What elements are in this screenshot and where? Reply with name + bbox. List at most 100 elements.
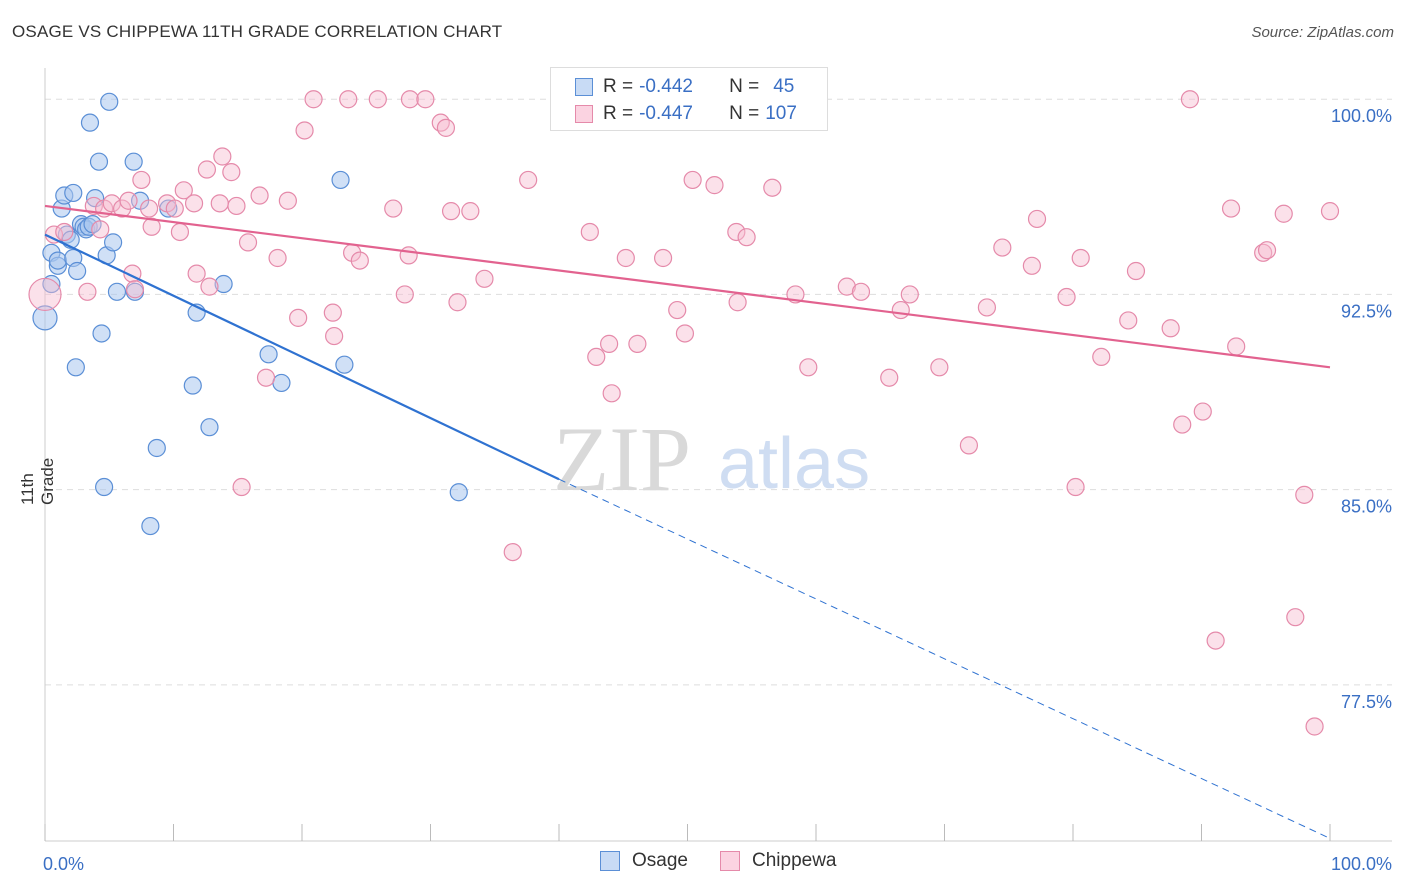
osage-point <box>141 516 160 536</box>
chippewa-point <box>28 277 62 312</box>
chippewa-point <box>1066 477 1085 497</box>
chippewa-point <box>900 285 919 304</box>
chippewa-point <box>675 324 695 343</box>
y-tick-label: 92.5% <box>1341 301 1392 321</box>
chippewa-point <box>91 220 110 239</box>
chippewa-point <box>930 358 949 377</box>
trend-lines <box>44 204 1331 839</box>
osage-point <box>107 282 127 301</box>
chippewa-point <box>289 308 308 327</box>
chippewa-point <box>170 222 190 242</box>
chippewa-point <box>891 300 910 320</box>
chippewa-point <box>977 298 997 317</box>
chippewa-point <box>200 277 219 296</box>
chippewa-point <box>880 368 899 387</box>
chippewa-point <box>668 300 687 320</box>
chippewa-point <box>705 176 724 195</box>
chippewa-point <box>727 222 746 242</box>
chippewa-point <box>600 334 619 353</box>
chippewa-point <box>1126 261 1146 281</box>
chippewa-point <box>295 121 314 140</box>
chippewa-point <box>799 358 818 377</box>
osage-point <box>48 251 67 270</box>
chippewa-point <box>256 368 276 387</box>
legend-item-label: Osage <box>632 850 688 871</box>
legend-item-label: Chippewa <box>752 850 837 871</box>
osage-point <box>124 152 143 171</box>
chippewa-point <box>350 251 369 270</box>
osage-point <box>449 483 468 502</box>
chippewa-point <box>763 178 782 197</box>
chippewa-point <box>683 170 702 190</box>
chippewa-point <box>1227 337 1246 356</box>
chippewa-point <box>278 191 297 210</box>
chippewa-point <box>232 477 251 497</box>
x-tick-label: 0.0% <box>43 854 84 874</box>
chippewa-point <box>125 280 145 299</box>
osage-point <box>214 274 233 294</box>
chippewa-point <box>84 196 103 216</box>
chippewa-point <box>399 246 418 265</box>
osage-points <box>32 92 468 536</box>
legend-r-label: R = <box>603 76 634 97</box>
chippewa-point <box>1206 631 1225 650</box>
chippewa-point <box>325 326 344 346</box>
osage-point <box>42 274 61 294</box>
chippewa-point <box>616 248 635 268</box>
chippewa-point <box>728 293 747 312</box>
chippewa-point <box>368 90 387 109</box>
chippewa-point <box>837 277 856 296</box>
chippewa-point <box>737 228 756 247</box>
chippewa-point <box>587 347 606 366</box>
chippewa-point <box>628 334 647 353</box>
chippewa-point <box>431 113 450 132</box>
chippewa-point <box>448 293 467 312</box>
osage-point <box>147 438 166 458</box>
osage-point <box>32 305 58 331</box>
osage-swatch <box>600 851 620 871</box>
y-tick-label: 77.5% <box>1341 692 1392 712</box>
chippewa-point <box>139 199 159 218</box>
chippewa-point <box>1286 608 1305 627</box>
legend-n-label: N = <box>729 76 760 97</box>
chippewa-point <box>1119 311 1138 330</box>
legend-r-label: R = <box>603 103 634 124</box>
chippewa-point <box>1173 415 1192 434</box>
source-label: Source: ZipAtlas.com <box>1251 24 1394 41</box>
y-tick-label: 85.0% <box>1341 497 1392 517</box>
chippewa-point <box>197 160 217 179</box>
legend-item-osage: Osage <box>600 850 688 872</box>
chippewa-point <box>78 282 97 301</box>
chippewa-swatch <box>720 851 740 871</box>
y-tick-label: 100.0% <box>1331 106 1392 126</box>
chippewa-point <box>851 282 871 301</box>
osage-point <box>331 170 350 190</box>
chippewa-point <box>1193 402 1212 421</box>
series-legend: Osage Chippewa <box>0 850 1406 878</box>
chippewa-point <box>1027 209 1047 229</box>
chippewa-point <box>238 233 258 252</box>
legend-row-chippewa: R = -0.447 N = 107 <box>575 101 797 127</box>
chippewa-point <box>602 384 621 403</box>
chippewa-point <box>519 170 538 190</box>
legend-r-value: -0.442 <box>639 76 693 97</box>
chippewa-point <box>441 202 461 221</box>
osage-point <box>95 477 114 497</box>
legend-n-value: 107 <box>765 103 797 124</box>
osage-point <box>259 345 278 364</box>
osage-point <box>272 373 291 393</box>
y-axis-label: 11th Grade <box>18 457 57 505</box>
osage-point <box>200 418 219 437</box>
chippewa-point <box>1305 717 1324 736</box>
chippewa-point <box>1257 241 1277 260</box>
chart-title: OSAGE VS CHIPPEWA 11TH GRADE CORRELATION… <box>12 22 503 41</box>
chippewa-point <box>213 147 232 166</box>
chippewa-points <box>28 90 1340 736</box>
chippewa-point <box>1057 287 1076 307</box>
osage-point <box>68 261 87 281</box>
chippewa-point <box>384 199 403 218</box>
osage-swatch <box>575 78 593 96</box>
osage-trend-extension <box>558 478 1331 839</box>
chippewa-point <box>436 118 456 137</box>
chippewa-point <box>187 264 206 283</box>
